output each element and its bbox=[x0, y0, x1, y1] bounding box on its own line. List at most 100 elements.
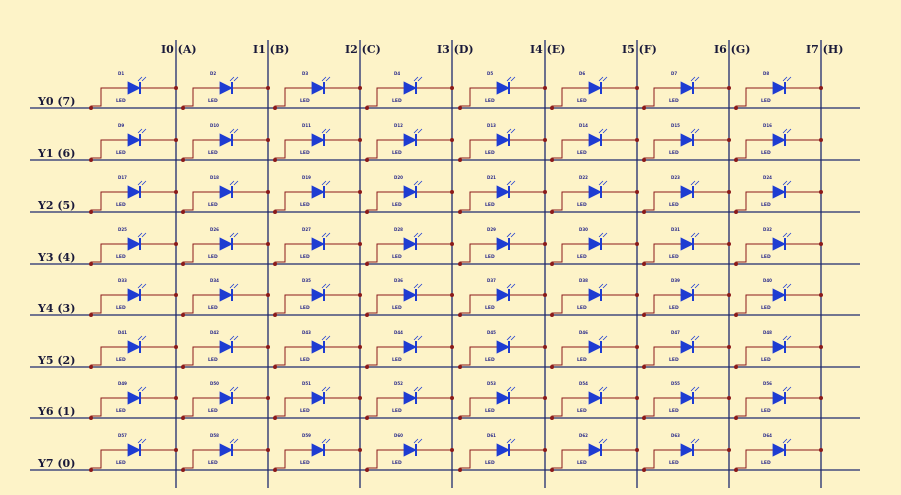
row-junction-dot bbox=[89, 262, 93, 266]
led-cell: D15 LED bbox=[642, 123, 731, 162]
emission-arrows bbox=[506, 76, 516, 82]
led-designator: D57 bbox=[118, 433, 127, 438]
anode-wire bbox=[182, 449, 220, 470]
led-cell: D60 LED bbox=[365, 433, 454, 472]
row-junction-dot bbox=[89, 365, 93, 369]
row-junction-dot bbox=[365, 210, 369, 214]
led-cell: D41 LED bbox=[89, 330, 178, 369]
column-junction-dot bbox=[819, 242, 823, 246]
led-cell: D28 LED bbox=[365, 227, 454, 266]
emission-arrows bbox=[413, 386, 423, 392]
column-junction-dot bbox=[174, 396, 178, 400]
led-designator: D60 bbox=[394, 433, 403, 438]
led-symbol bbox=[588, 133, 602, 147]
row-junction-dot bbox=[89, 468, 93, 472]
emission-arrows bbox=[229, 386, 239, 392]
led-symbol bbox=[496, 81, 510, 95]
led-cell: D50 LED bbox=[181, 381, 270, 420]
led-cell: D21 LED bbox=[458, 175, 547, 214]
led-cell: D34 LED bbox=[181, 278, 270, 317]
row-junction-dot bbox=[181, 313, 185, 317]
led-type-label: LED bbox=[116, 202, 126, 208]
led-type-label: LED bbox=[669, 305, 679, 311]
led-symbol bbox=[588, 81, 602, 95]
emission-arrows bbox=[782, 180, 792, 186]
led-cell: D26 LED bbox=[181, 227, 270, 266]
column-junction-dot bbox=[727, 293, 731, 297]
row-junction-dot bbox=[273, 416, 277, 420]
led-cell: D58 LED bbox=[181, 433, 270, 472]
led-designator: D2 bbox=[210, 71, 216, 76]
column-junction-dot bbox=[450, 86, 454, 90]
emission-arrows bbox=[598, 438, 608, 444]
led-cell: D37 LED bbox=[458, 278, 547, 317]
led-type-label: LED bbox=[208, 98, 218, 104]
led-cell: D35 LED bbox=[273, 278, 362, 317]
column-junction-dot bbox=[543, 190, 547, 194]
emission-arrows bbox=[413, 232, 423, 238]
anode-wire bbox=[366, 191, 404, 212]
row-junction-dot bbox=[458, 106, 462, 110]
led-type-label: LED bbox=[300, 357, 310, 363]
led-symbol bbox=[403, 391, 417, 405]
led-symbol bbox=[311, 288, 325, 302]
led-type-label: LED bbox=[300, 254, 310, 260]
led-cell: D62 LED bbox=[550, 433, 639, 472]
led-type-label: LED bbox=[669, 460, 679, 466]
led-cell: D51 LED bbox=[273, 381, 362, 420]
led-symbol bbox=[680, 81, 694, 95]
led-designator: D21 bbox=[487, 175, 496, 180]
column-junction-dot bbox=[174, 448, 178, 452]
column-label: I4 (E) bbox=[530, 43, 565, 56]
anode-wire bbox=[90, 397, 128, 418]
row-junction-dot bbox=[642, 106, 646, 110]
led-designator: D7 bbox=[671, 71, 677, 76]
column-junction-dot bbox=[635, 86, 639, 90]
led-symbol bbox=[680, 288, 694, 302]
led-type-label: LED bbox=[577, 305, 587, 311]
anode-wire bbox=[182, 191, 220, 212]
emission-arrows bbox=[137, 180, 147, 186]
led-designator: D12 bbox=[394, 123, 403, 128]
column-junction-dot bbox=[819, 396, 823, 400]
anode-wire bbox=[735, 87, 773, 108]
led-cell: D7 LED bbox=[642, 71, 731, 110]
led-symbol bbox=[496, 288, 510, 302]
led-symbol bbox=[403, 185, 417, 199]
row-junction-dot bbox=[458, 416, 462, 420]
led-symbol bbox=[403, 237, 417, 251]
column-junction-dot bbox=[358, 190, 362, 194]
led-cell: D32 LED bbox=[734, 227, 823, 266]
row-junction-dot bbox=[734, 210, 738, 214]
column-junction-dot bbox=[543, 86, 547, 90]
led-designator: D63 bbox=[671, 433, 680, 438]
anode-wire bbox=[459, 191, 497, 212]
led-designator: D29 bbox=[487, 227, 496, 232]
emission-arrows bbox=[413, 76, 423, 82]
led-cell: D20 LED bbox=[365, 175, 454, 214]
emission-arrows bbox=[321, 232, 331, 238]
led-designator: D10 bbox=[210, 123, 219, 128]
column-junction-dot bbox=[543, 138, 547, 142]
emission-arrows bbox=[137, 128, 147, 134]
led-cell: D10 LED bbox=[181, 123, 270, 162]
row-junction-dot bbox=[365, 158, 369, 162]
emission-arrows bbox=[782, 232, 792, 238]
led-cell: D29 LED bbox=[458, 227, 547, 266]
led-cell: D12 LED bbox=[365, 123, 454, 162]
anode-wire bbox=[182, 243, 220, 264]
led-cell: D17 LED bbox=[89, 175, 178, 214]
led-designator: D61 bbox=[487, 433, 496, 438]
led-cell: D1 LED bbox=[89, 71, 178, 110]
led-type-label: LED bbox=[485, 98, 495, 104]
row-junction-dot bbox=[458, 158, 462, 162]
led-cell: D11 LED bbox=[273, 123, 362, 162]
column-label: I2 (C) bbox=[345, 43, 381, 56]
anode-wire bbox=[182, 346, 220, 367]
led-symbol bbox=[127, 185, 141, 199]
led-designator: D38 bbox=[579, 278, 588, 283]
column-junction-dot bbox=[635, 293, 639, 297]
led-symbol bbox=[127, 443, 141, 457]
row-junction-dot bbox=[181, 158, 185, 162]
